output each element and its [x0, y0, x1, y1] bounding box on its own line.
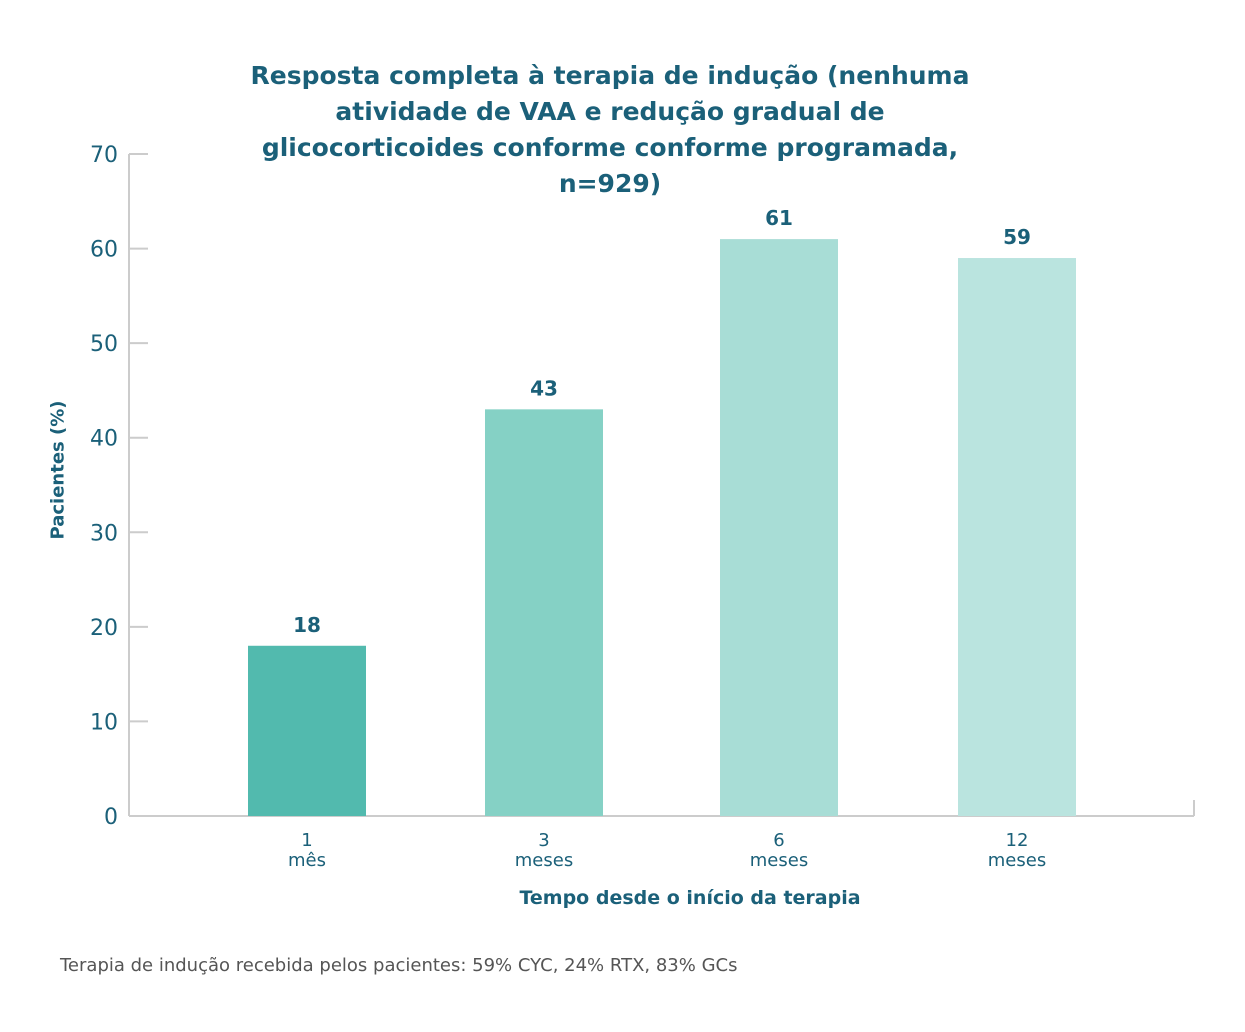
data-label: 18 — [293, 613, 321, 637]
bar — [720, 239, 838, 817]
x-tick-label: meses — [988, 850, 1046, 871]
data-label: 59 — [1003, 225, 1031, 249]
y-tick-label: 40 — [90, 427, 118, 452]
y-tick-label: 50 — [90, 332, 118, 357]
y-tick-label: 60 — [90, 238, 118, 263]
x-tick-label: mês — [288, 850, 326, 871]
x-axis-title: Tempo desde o início da terapia — [519, 887, 861, 909]
x-tick-label: 3 — [538, 830, 549, 851]
y-tick-label: 70 — [90, 143, 118, 168]
y-tick-label: 20 — [90, 616, 118, 641]
data-label: 61 — [765, 206, 793, 230]
x-tick-label: 1 — [301, 830, 312, 851]
footnote: Terapia de indução recebida pelos pacien… — [60, 955, 738, 976]
x-tick-label: meses — [515, 850, 573, 871]
y-tick-label: 0 — [104, 805, 118, 830]
x-tick-label: 6 — [773, 830, 784, 851]
bar — [485, 409, 603, 816]
x-tick-label: meses — [750, 850, 808, 871]
bar — [248, 645, 366, 816]
bar — [958, 258, 1076, 816]
y-tick-label: 10 — [90, 710, 118, 735]
chart-title: Resposta completa à terapia de indução (… — [250, 61, 970, 198]
y-tick-label: 30 — [90, 521, 118, 546]
data-label: 43 — [530, 376, 558, 400]
x-tick-label: 12 — [1006, 830, 1029, 851]
y-axis-title: Pacientes (%) — [47, 400, 69, 540]
